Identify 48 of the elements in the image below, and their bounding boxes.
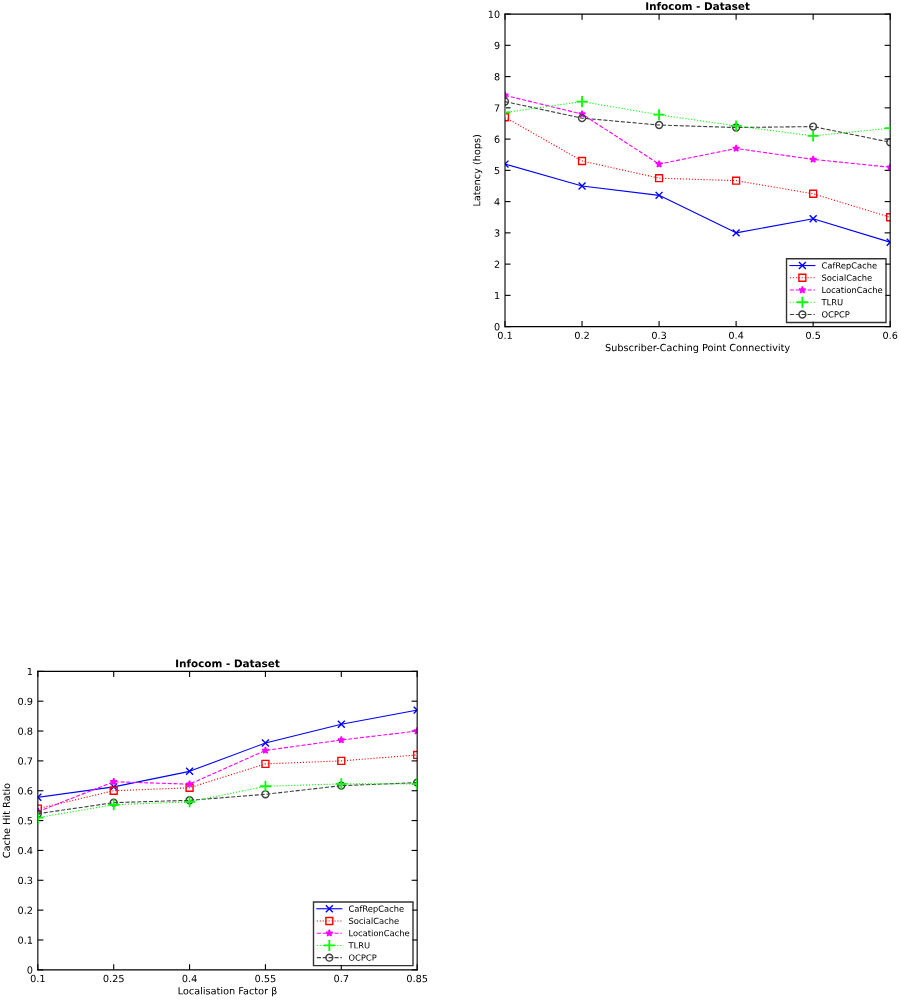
- x-axis-title: Localisation Factor β: [178, 986, 277, 997]
- y-axis-title: Cache Hit Ratio: [2, 783, 11, 858]
- y-tick-label: 9: [494, 41, 500, 50]
- y-tick-label: 0: [27, 966, 33, 974]
- legend-label: LocationCache: [349, 929, 410, 937]
- legend-label: SocialCache: [822, 274, 872, 281]
- y-tick-label: 1: [27, 667, 33, 676]
- legend-label: CafRepCache: [348, 905, 404, 914]
- x-tick-label: 0.25: [103, 974, 124, 983]
- y-tick-label: 0.6: [18, 787, 33, 795]
- y-axis-title: Latency (hops): [472, 134, 483, 206]
- legend-label: OCPCP: [821, 311, 850, 318]
- y-tick-label: 7: [494, 104, 500, 112]
- x-axis-title: Subscriber-Caching Point Connectivity: [605, 343, 790, 354]
- y-tick-label: 4: [494, 198, 500, 206]
- legend-label: TLRU: [348, 942, 370, 949]
- legend-label: TLRU: [821, 299, 843, 306]
- x-tick-label: 0.85: [406, 974, 428, 983]
- y-tick-label: 6: [494, 135, 500, 143]
- y-tick-label: 0.3: [18, 876, 33, 885]
- y-tick-label: 3: [494, 229, 500, 237]
- x-tick-label: 0.5: [806, 331, 821, 340]
- legend-label: OCPCP: [348, 954, 377, 961]
- y-tick-label: 0: [494, 323, 500, 331]
- y-tick-label: 0.5: [18, 817, 33, 825]
- y-tick-label: 10: [488, 10, 500, 18]
- x-tick-label: 0.55: [255, 974, 276, 983]
- y-tick-label: 1: [495, 291, 500, 300]
- y-tick-label: 0.7: [18, 757, 33, 765]
- legend-label: LocationCache: [822, 286, 883, 294]
- y-tick-label: 8: [494, 73, 500, 81]
- y-tick-label: 0.9: [18, 697, 33, 706]
- x-tick-label: 0.7: [334, 974, 349, 983]
- x-tick-label: 0.4: [729, 331, 744, 340]
- y-tick-label: 0.4: [18, 846, 33, 855]
- legend-label: CafRepCache: [821, 262, 877, 271]
- y-tick-label: 0.1: [18, 936, 33, 944]
- y-tick-label: 0.2: [18, 906, 33, 914]
- y-tick-label: 0.8: [18, 727, 33, 735]
- y-tick-label: 5: [494, 166, 500, 175]
- legend-label: SocialCache: [349, 917, 399, 925]
- x-tick-label: 0.3: [651, 331, 667, 340]
- y-tick-label: 2: [494, 260, 500, 268]
- x-tick-label: 0.6: [883, 331, 898, 340]
- chart-title: Infocom - Dataset: [646, 1, 750, 11]
- x-tick-label: 0.2: [574, 331, 589, 340]
- chart-title: Infocom - Dataset: [176, 659, 280, 668]
- x-tick-label: 0.4: [182, 974, 197, 983]
